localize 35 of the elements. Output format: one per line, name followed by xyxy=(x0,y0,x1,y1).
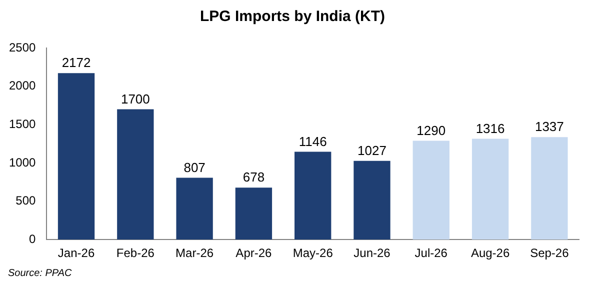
y-tick-label: 500 xyxy=(16,194,36,208)
data-label: 678 xyxy=(242,170,265,185)
y-tick-label: 2500 xyxy=(8,40,36,54)
data-label: 1700 xyxy=(120,91,150,106)
bar xyxy=(354,160,390,240)
chart-title: LPG Imports by India (KT) xyxy=(200,8,386,26)
source-note: Source: PPAC xyxy=(8,268,73,279)
x-tick-label: Sep-26 xyxy=(530,246,570,260)
data-label: 1290 xyxy=(416,122,446,138)
x-tick-label: Aug-26 xyxy=(470,246,510,260)
data-label: 807 xyxy=(184,160,206,175)
x-tick-label: Jul-26 xyxy=(414,246,448,260)
y-tick-label: 1000 xyxy=(8,155,36,170)
data-label: 1027 xyxy=(358,142,386,158)
bar xyxy=(472,138,509,240)
x-tick-label: May-26 xyxy=(292,246,334,260)
bar xyxy=(58,73,95,240)
data-label: 2172 xyxy=(62,55,91,70)
x-tick-label: Mar-26 xyxy=(176,246,214,260)
bar xyxy=(294,152,332,240)
y-tick-label: 0 xyxy=(29,232,36,246)
bar xyxy=(235,188,272,240)
x-tick-label: Feb-26 xyxy=(116,246,155,260)
data-label: 1316 xyxy=(476,120,505,136)
y-tick-label: 2000 xyxy=(8,78,36,93)
bar xyxy=(412,140,450,240)
data-label: 1146 xyxy=(298,134,327,149)
x-tick-label: Jan-26 xyxy=(58,246,95,260)
data-label: 1337 xyxy=(534,119,564,134)
y-tick-label: 1500 xyxy=(8,116,36,131)
bar xyxy=(176,178,213,240)
x-tick-label: Apr-26 xyxy=(236,246,272,260)
x-tick-label: Jun-26 xyxy=(354,246,391,260)
bar xyxy=(117,109,154,240)
bar xyxy=(531,137,568,240)
